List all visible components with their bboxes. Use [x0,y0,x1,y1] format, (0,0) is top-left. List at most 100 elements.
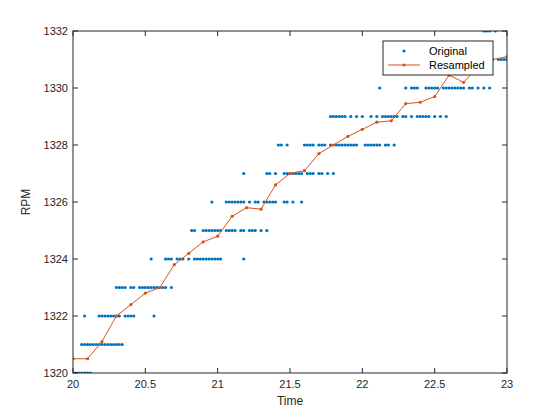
scatter-point [448,86,451,89]
line-marker [303,169,306,172]
y-tick [502,88,507,89]
plot-area [73,31,507,373]
scatter-point [372,143,375,146]
scatter-point [228,229,231,232]
scatter-point [193,257,196,260]
scatter-point [210,257,213,260]
scatter-point [95,343,98,346]
scatter-point [335,115,338,118]
scatter-point [346,143,349,146]
y-tick-label: 1328 [44,139,68,151]
scatter-point [199,257,202,260]
scatter-point [268,200,271,203]
scatter-point [254,200,257,203]
scatter-point [361,115,364,118]
x-tick [507,368,508,373]
scatter-point [231,229,234,232]
scatter-point [161,286,164,289]
scatter-point [445,86,448,89]
scatter-point [352,143,355,146]
y-tick [502,31,507,32]
scatter-point [277,143,280,146]
scatter-point [410,86,413,89]
x-tick [362,368,363,373]
scatter-point [129,286,132,289]
scatter-point [320,143,323,146]
scatter-point [126,314,129,317]
scatter-point [317,143,320,146]
scatter-point [332,115,335,118]
scatter-point [303,143,306,146]
legend-label: Resampled [429,59,485,71]
scatter-point [121,343,124,346]
scatter-point [326,172,329,175]
scatter-point [100,314,103,317]
scatter-point [369,143,372,146]
x-tick-label: 21.5 [279,378,300,390]
scatter-point [288,172,291,175]
line-marker [202,240,205,243]
scatter-point [202,257,205,260]
scatter-point [471,86,474,89]
scatter-point [338,115,341,118]
scatter-point [187,257,190,260]
scatter-point [219,257,222,260]
scatter-point [138,286,141,289]
scatter-point [442,86,445,89]
scatter-point [213,229,216,232]
scatter-point [439,115,442,118]
scatter-point [242,257,245,260]
line-marker [129,303,132,306]
scatter-point [103,343,106,346]
scatter-point [144,286,147,289]
scatter-point [80,343,83,346]
x-tick-label: 20 [67,378,79,390]
scatter-point [210,229,213,232]
line-marker [274,183,277,186]
scatter-point [421,115,424,118]
scatter-point [233,229,236,232]
scatter-point [456,86,459,89]
y-tick [502,316,507,317]
line-marker [173,263,176,266]
axes-box [73,31,507,373]
scatter-point [207,257,210,260]
scatter-point [283,172,286,175]
scatter-point [413,86,416,89]
y-tick [73,316,78,317]
scatter-point [228,200,231,203]
scatter-point [312,172,315,175]
scatter-point [265,229,268,232]
legend-marker [402,63,405,66]
scatter-point [286,200,289,203]
scatter-point [167,257,170,260]
scatter-point [340,115,343,118]
scatter-point [476,86,479,89]
x-tick [217,31,218,36]
y-tick [502,145,507,146]
scatter-point [323,143,326,146]
scatter-point [338,143,341,146]
chart: 2020.52121.52222.52313201322132413261328… [0,0,560,420]
scatter-point [158,286,161,289]
line-marker [100,340,103,343]
data-group [73,31,507,373]
scatter-point [424,86,427,89]
x-tick [145,368,146,373]
x-tick-label: 20.5 [135,378,156,390]
y-tick [73,202,78,203]
line-marker [419,101,422,104]
y-axis-label: RPM [19,189,33,216]
scatter-point [242,229,245,232]
scatter-point [427,115,430,118]
scatter-point [109,343,112,346]
scatter-point [416,86,419,89]
line-marker [216,235,219,238]
scatter-point [216,229,219,232]
line-marker [231,215,234,218]
scatter-point [427,86,430,89]
y-tick-label: 1332 [44,25,68,37]
scatter-point [83,343,86,346]
scatter-point [329,115,332,118]
scatter-point [112,314,115,317]
